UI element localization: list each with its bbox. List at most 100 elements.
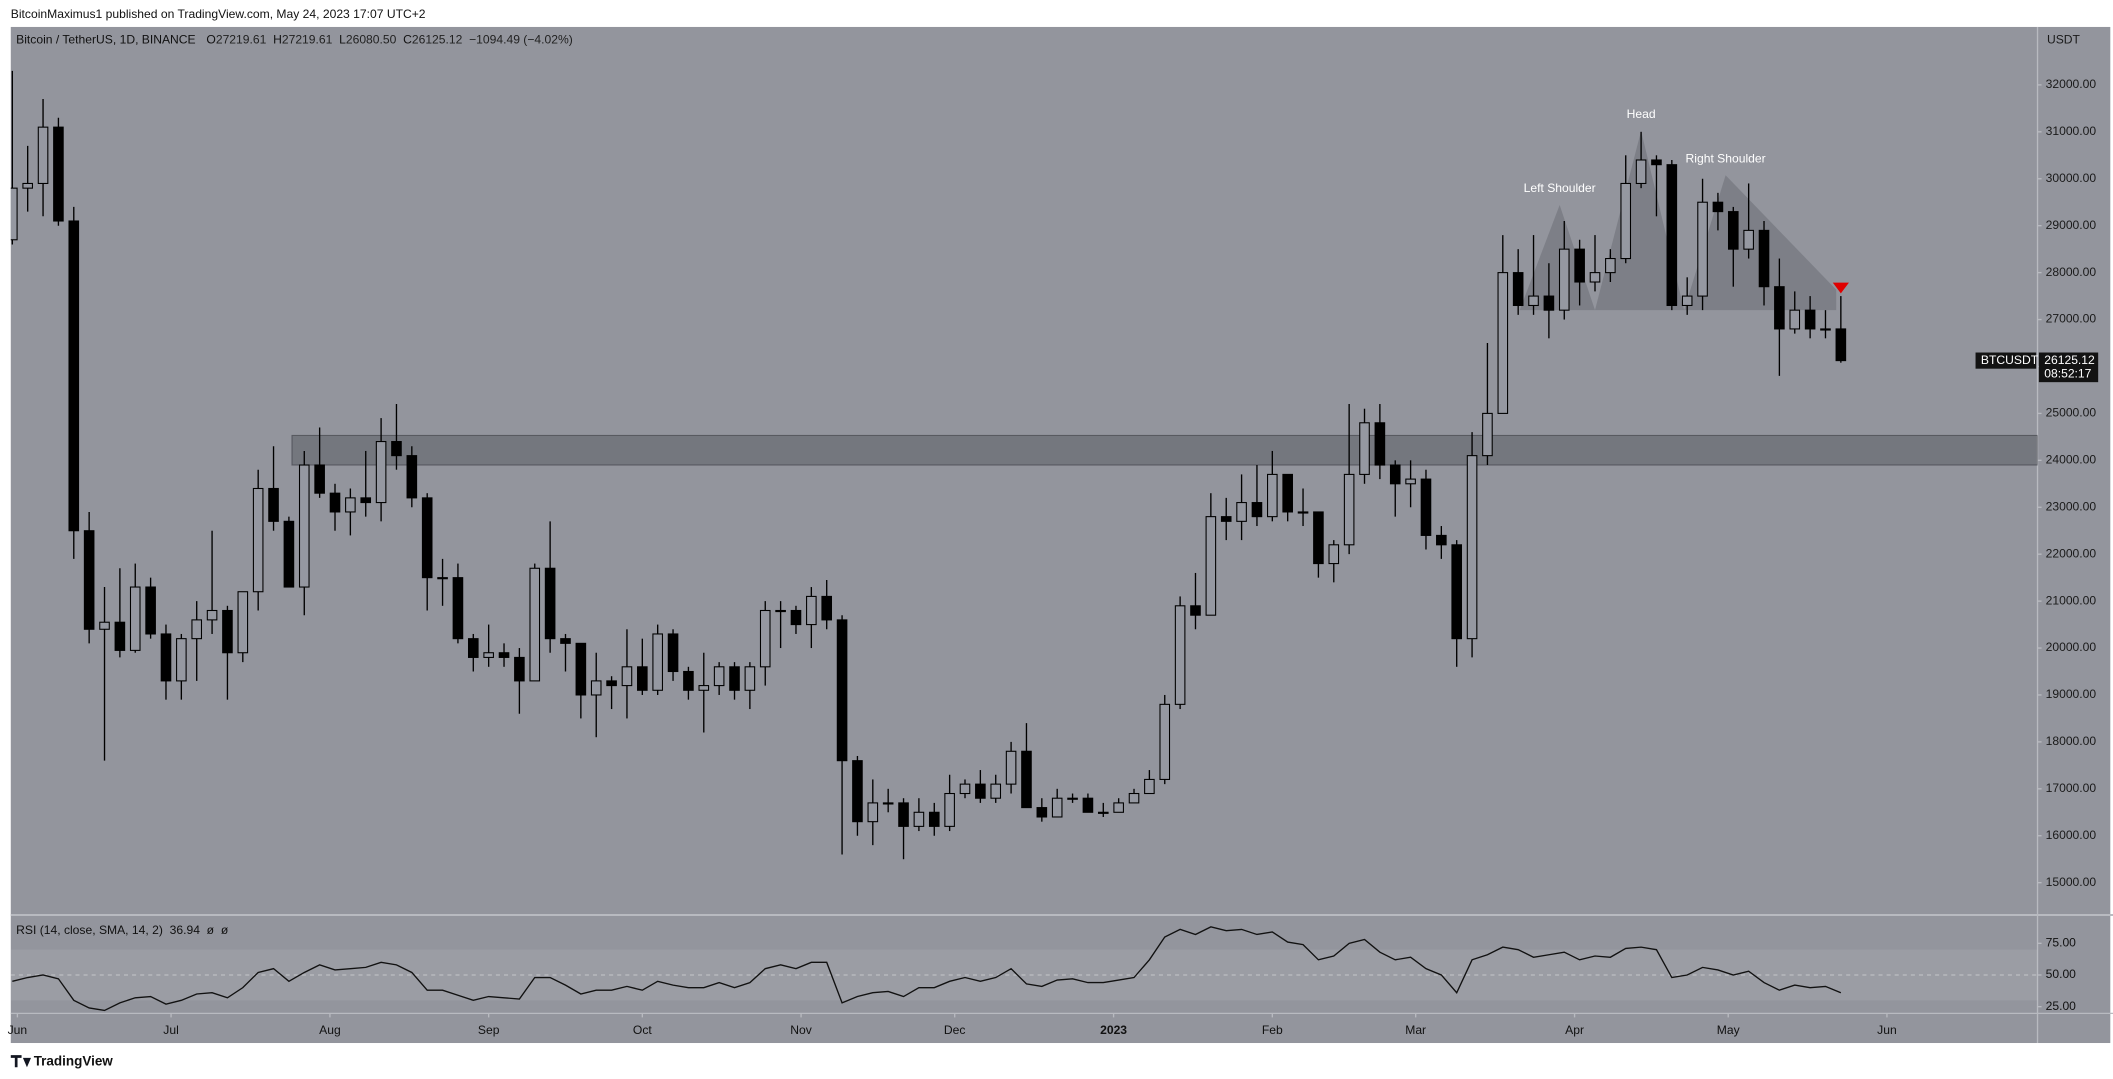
candle-body bbox=[1774, 286, 1785, 330]
candle-body bbox=[1174, 605, 1186, 705]
candle-body bbox=[698, 685, 710, 691]
y-tick-label: 15000.00 bbox=[2046, 875, 2097, 889]
candle-body bbox=[1451, 544, 1463, 640]
candle-body bbox=[1727, 211, 1739, 250]
candle-body bbox=[637, 666, 648, 691]
candle-body bbox=[1512, 272, 1524, 307]
candle-body bbox=[652, 633, 663, 691]
candle-body bbox=[1282, 473, 1293, 513]
rsi-line bbox=[12, 926, 1842, 1012]
x-tick-label: Jul bbox=[163, 1023, 178, 1037]
rsi-flag: ø bbox=[207, 923, 215, 937]
candle-body bbox=[1789, 309, 1801, 330]
x-tick-label: Jun bbox=[1877, 1023, 1897, 1037]
y-tick-label: 19000.00 bbox=[2046, 687, 2097, 701]
candle-body bbox=[606, 680, 617, 687]
candle-body bbox=[744, 666, 756, 691]
candle-body bbox=[1835, 328, 1847, 362]
rsi-band bbox=[10, 949, 2038, 1001]
candle-body bbox=[145, 586, 156, 635]
candle-body bbox=[391, 441, 402, 457]
candle-body bbox=[222, 609, 233, 654]
candle-body bbox=[852, 760, 863, 823]
candle-body bbox=[1251, 502, 1263, 518]
pattern-shape bbox=[1519, 205, 1595, 311]
y-tick-label: 27000.00 bbox=[2046, 312, 2097, 326]
candle-body bbox=[498, 652, 510, 658]
candle-body bbox=[621, 666, 633, 687]
candle-body bbox=[1558, 248, 1570, 311]
candle-body bbox=[1620, 182, 1632, 260]
candle-body bbox=[406, 455, 418, 499]
rsi-pane: 25.00 50.00 75.00 bbox=[10, 926, 2077, 1013]
y-tick-label: 32000.00 bbox=[2046, 77, 2097, 91]
candle-body bbox=[944, 792, 955, 827]
y-tick-label: 23000.00 bbox=[2046, 499, 2097, 513]
y-tick-label: 28000.00 bbox=[2046, 265, 2097, 279]
footer-logo: TradingView bbox=[10, 1053, 113, 1068]
x-tick-label: Dec bbox=[944, 1023, 966, 1037]
candle-body bbox=[514, 656, 525, 682]
y-tick-label: 22000.00 bbox=[2046, 546, 2097, 560]
rsi-label: RSI (14, close, SMA, 14, 2) bbox=[16, 923, 163, 937]
candle-body bbox=[1067, 797, 1078, 800]
chart-background bbox=[10, 26, 2111, 1044]
rsi-flag: ø bbox=[221, 923, 229, 937]
candle-body bbox=[176, 638, 187, 682]
ohlc-key: H bbox=[273, 33, 282, 47]
candle-body bbox=[237, 591, 249, 654]
candle-body bbox=[1313, 511, 1324, 565]
candle-body bbox=[683, 670, 694, 691]
x-tick-label: 2023 bbox=[1100, 1023, 1127, 1037]
candle-body bbox=[1097, 811, 1109, 814]
candle-body bbox=[1144, 778, 1155, 795]
candle-body bbox=[10, 187, 18, 241]
ohlc-value: 27219.61 bbox=[282, 33, 333, 47]
y-tick-label: 31000.00 bbox=[2046, 124, 2097, 138]
candle-body bbox=[1374, 422, 1386, 466]
candle-body bbox=[590, 680, 602, 696]
logo-icon bbox=[10, 1055, 31, 1068]
candle-body bbox=[1436, 534, 1447, 546]
x-tick-label: Feb bbox=[1262, 1023, 1283, 1037]
rsi-last: 36.94 bbox=[170, 923, 201, 937]
candle-body bbox=[314, 464, 325, 494]
ticker-box bbox=[1975, 352, 2037, 369]
candle-body bbox=[1543, 295, 1555, 311]
candle-body bbox=[1051, 797, 1063, 818]
y-tick-label: 24000.00 bbox=[2046, 453, 2097, 467]
ohlc-value: 26125.12 bbox=[412, 33, 463, 47]
candle-body bbox=[729, 666, 740, 691]
rsi-tick-label: 50.00 bbox=[2046, 967, 2077, 981]
candle-body bbox=[53, 126, 64, 222]
x-tick-label: Sep bbox=[478, 1023, 500, 1037]
candle-body bbox=[83, 530, 95, 630]
ticker-label: BTCUSDT bbox=[1981, 353, 2039, 367]
candle-body bbox=[22, 182, 33, 189]
candle-body bbox=[1697, 201, 1708, 297]
candle-body bbox=[1635, 159, 1647, 184]
y-tick-label: 18000.00 bbox=[2046, 734, 2097, 748]
countdown-label: 08:52:17 bbox=[2044, 366, 2091, 380]
candle-body bbox=[790, 609, 802, 626]
candle-body bbox=[1113, 802, 1124, 813]
candle-body bbox=[1651, 159, 1662, 166]
candle-body bbox=[298, 464, 310, 588]
candle-body bbox=[68, 220, 80, 532]
candle-body bbox=[160, 633, 172, 682]
candle-body bbox=[268, 487, 279, 522]
candle-body bbox=[1466, 455, 1478, 640]
candle-body bbox=[1205, 516, 1217, 616]
candle-body bbox=[959, 783, 971, 795]
ohlc-key: O bbox=[206, 33, 215, 47]
price-axis-unit: USDT bbox=[2047, 33, 2081, 47]
candle-body bbox=[1236, 502, 1247, 522]
candle-body bbox=[99, 621, 110, 630]
candle-body bbox=[806, 595, 817, 626]
candle-body bbox=[252, 487, 264, 593]
candle-body bbox=[529, 567, 541, 682]
candle-body bbox=[1589, 272, 1601, 283]
candle-body bbox=[1743, 229, 1754, 250]
pattern-annotation: Right Shoulder bbox=[1686, 151, 1766, 165]
candle-body bbox=[1297, 511, 1309, 514]
